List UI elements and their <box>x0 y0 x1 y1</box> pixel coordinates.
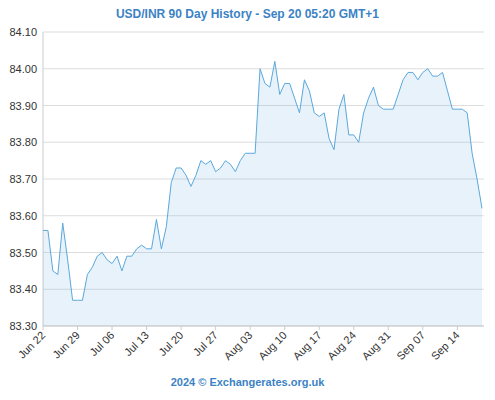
line <box>43 61 482 300</box>
x-tick <box>181 326 182 330</box>
plot-area <box>43 61 482 326</box>
x-tick-label: Jul 13 <box>122 329 151 358</box>
x-tick-label: Aug 17 <box>290 329 323 362</box>
y-tick-label: 83.30 <box>9 320 37 332</box>
y-tick-label: 83.70 <box>9 173 37 185</box>
x-tick <box>215 326 216 330</box>
x-tick-label: Aug 03 <box>221 329 254 362</box>
x-tick-label: Jun 22 <box>16 329 48 361</box>
x-tick <box>353 326 354 330</box>
x-tick-label: Aug 10 <box>256 329 289 362</box>
y-tick-label: 83.90 <box>9 100 37 112</box>
y-tick-label: 83.80 <box>9 136 37 148</box>
x-tick <box>388 326 389 330</box>
x-tick <box>250 326 251 330</box>
grid-line <box>43 32 484 33</box>
source: 2024 © Exchangerates.org.uk <box>171 376 326 388</box>
y-tick-label: 83.40 <box>9 283 37 295</box>
y-tick-label: 84.00 <box>9 63 37 75</box>
x-tick-label: Jul 06 <box>87 329 116 358</box>
chart: USD/INR 90 Day History - Sep 20 05:20 GM… <box>0 0 495 400</box>
x-tick <box>77 326 78 330</box>
y-tick-label: 84.10 <box>9 26 37 38</box>
grid-line <box>43 68 484 69</box>
title: USD/INR 90 Day History - Sep 20 05:20 GM… <box>116 7 379 21</box>
y-tick-label: 83.50 <box>9 247 37 259</box>
y-tick-label: 83.60 <box>9 210 37 222</box>
x-tick <box>146 326 147 330</box>
x-tick-label: Aug 24 <box>325 329 358 362</box>
x-tick-label: Jul 20 <box>156 329 185 358</box>
x-tick-label: Sep 14 <box>429 329 462 362</box>
x-tick <box>457 326 458 330</box>
x-tick-label: Aug 31 <box>360 329 393 362</box>
x-tick <box>422 326 423 330</box>
x-tick-label: Jun 29 <box>50 329 82 361</box>
x-tick-label: Jul 27 <box>191 329 220 358</box>
x-tick <box>319 326 320 330</box>
x-tick <box>43 326 44 330</box>
area-fill <box>43 61 482 326</box>
x-tick-label: Sep 07 <box>394 329 427 362</box>
x-tick <box>284 326 285 330</box>
x-tick <box>112 326 113 330</box>
